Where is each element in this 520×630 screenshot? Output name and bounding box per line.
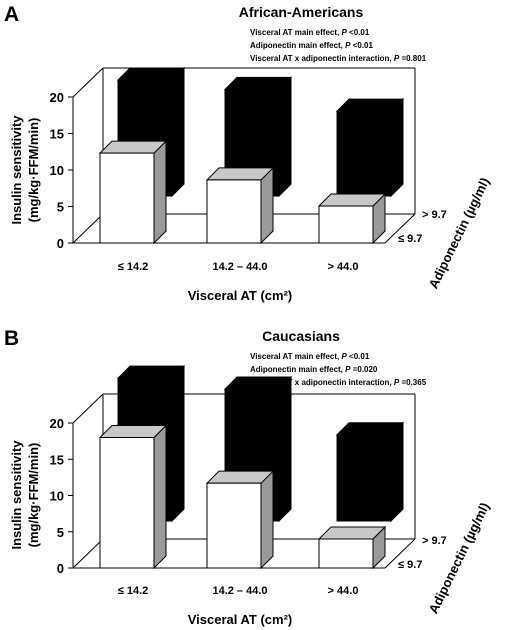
y-tick-label: 0 <box>57 561 64 576</box>
panel-b: B Caucasians Visceral AT main effect, P … <box>4 327 492 627</box>
y-axis-label: Insulin sensitivity <box>9 440 24 550</box>
bar-side <box>278 375 292 523</box>
depth-tick-label: > 9.7 <box>422 209 447 221</box>
axis-line <box>72 213 104 244</box>
x-axis-label: Visceral AT (cm²) <box>188 288 293 303</box>
bar-side <box>153 424 167 570</box>
y-axis-ticks: 0 5 10 15 20 <box>50 90 73 251</box>
bar-low-adiponectin <box>98 424 168 570</box>
bar-top <box>317 193 387 207</box>
bar-low-adiponectin <box>205 469 275 570</box>
bar-side <box>278 76 292 198</box>
bar-side <box>390 421 404 523</box>
stat-line: Visceral AT main effect, P <0.01 <box>250 28 370 37</box>
panel-letter: A <box>4 3 19 26</box>
axis-line <box>384 538 416 569</box>
bar-top <box>98 140 168 154</box>
panel-letter: B <box>4 327 19 350</box>
bar-high-adiponectin <box>335 421 405 523</box>
bar-top <box>335 422 405 436</box>
bar-top <box>317 526 387 540</box>
bar-side <box>260 469 274 570</box>
x-tick-label: 14.2 – 44.0 <box>212 585 267 597</box>
bar-side <box>390 97 404 198</box>
y-tick-label: 15 <box>50 452 64 467</box>
depth-tick-label: > 9.7 <box>422 535 447 547</box>
stat-line: Visceral AT main effect, P <0.01 <box>250 352 370 361</box>
y-tick-label: 20 <box>50 416 64 431</box>
bars-b <box>98 364 405 570</box>
bar-front <box>336 110 392 197</box>
depth-tick-label: ≤ 9.7 <box>398 233 422 245</box>
bar-side <box>260 166 274 245</box>
depth-axis-label: Adiponectin (µg/ml) <box>426 500 493 616</box>
bar-top <box>98 425 168 438</box>
y-tick-label: 10 <box>50 489 64 504</box>
bar-low-adiponectin <box>317 192 387 245</box>
y-axis-label: (mg/kg·FFM/min) <box>26 443 41 548</box>
bar-front <box>336 434 392 522</box>
bar-low-adiponectin <box>205 166 275 245</box>
x-tick-label: ≤ 14.2 <box>118 585 149 597</box>
bar-top <box>116 67 186 81</box>
bar-high-adiponectin <box>335 97 405 198</box>
stat-line: Visceral AT x adiponectin interaction, P… <box>250 378 427 387</box>
panel-title: African-Americans <box>239 4 364 20</box>
bar-low-adiponectin <box>317 525 387 570</box>
bar-front <box>99 152 155 244</box>
y-axis-label: (mg/kg·FFM/min) <box>26 118 41 223</box>
bar-side <box>171 364 185 523</box>
bar-front <box>99 437 155 569</box>
bar-top <box>116 365 186 379</box>
axis-line <box>72 393 104 424</box>
bar-top <box>223 376 293 390</box>
depth-axis-label: Adiponectin (µg/ml) <box>426 175 493 291</box>
bar-front <box>206 482 262 569</box>
x-tick-label: > 44.0 <box>328 261 359 273</box>
depth-tick-label: ≤ 9.7 <box>398 559 422 571</box>
bar-side <box>171 66 185 198</box>
bar-front <box>318 538 374 569</box>
bar-top <box>205 167 275 181</box>
y-tick-label: 15 <box>50 127 64 142</box>
axis-line <box>72 538 104 569</box>
y-tick-label: 10 <box>50 163 64 178</box>
bars-a <box>98 66 405 245</box>
x-tick-label: ≤ 14.2 <box>118 261 149 273</box>
panel-a: A African-Americans Visceral AT main eff… <box>4 3 492 303</box>
axis-line <box>72 67 104 98</box>
stat-line: Adiponectin main effect, P <0.01 <box>250 41 373 50</box>
bar-top <box>205 470 275 484</box>
y-tick-label: 5 <box>57 525 64 540</box>
panel-title: Caucasians <box>262 328 340 344</box>
x-tick-label: 14.2 – 44.0 <box>212 261 267 273</box>
bar-low-adiponectin <box>98 139 168 245</box>
bar-front <box>206 179 262 244</box>
x-axis-label: Visceral AT (cm²) <box>188 612 293 627</box>
y-axis-label: Insulin sensitivity <box>9 115 24 225</box>
bar-top <box>335 98 405 112</box>
y-tick-label: 20 <box>50 90 64 105</box>
x-tick-label: > 44.0 <box>328 585 359 597</box>
y-tick-label: 0 <box>57 236 64 251</box>
stat-line: Visceral AT x adiponectin interaction, P… <box>250 54 427 63</box>
stat-line: Adiponectin main effect, P =0.020 <box>250 365 378 374</box>
bar-top <box>223 76 293 90</box>
bar-front <box>318 205 374 244</box>
axis-line <box>384 213 416 244</box>
y-axis-ticks: 0 5 10 15 20 <box>50 416 73 576</box>
bar-side <box>153 139 167 245</box>
y-tick-label: 5 <box>57 200 64 215</box>
